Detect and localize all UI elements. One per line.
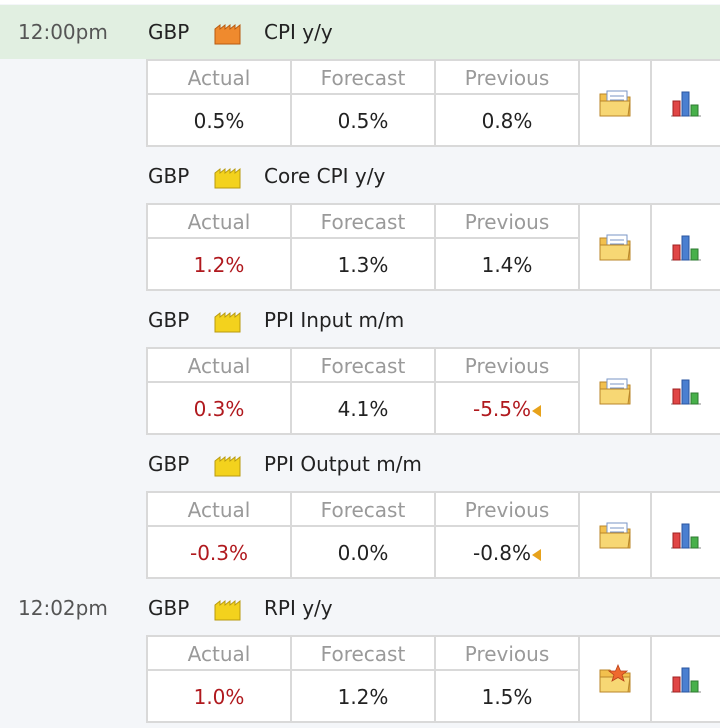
forecast-value: 0.5%	[292, 95, 436, 147]
chart-button[interactable]	[652, 637, 720, 721]
impact-icon	[214, 599, 242, 621]
actual-value: 0.3%	[148, 383, 292, 435]
actual-value: 1.0%	[148, 671, 292, 723]
forecast-header: Forecast	[292, 349, 436, 383]
detail-button[interactable]	[580, 493, 652, 577]
forecast-value: 0.0%	[292, 527, 436, 579]
forecast-header: Forecast	[292, 205, 436, 239]
event-header: 12:02pm GBP RPI y/y	[0, 581, 720, 635]
previous-header: Previous	[436, 349, 580, 383]
forecast-value: 1.3%	[292, 239, 436, 291]
previous-value: -0.8%	[472, 541, 532, 565]
previous-value: 0.8%	[481, 109, 533, 133]
actual-header: Actual	[148, 493, 292, 527]
event-currency: GBP	[148, 308, 190, 332]
forecast-value: 1.2%	[292, 671, 436, 723]
forecast-value: 4.1%	[292, 383, 436, 435]
chart-button[interactable]	[652, 61, 720, 145]
previous-value: 1.5%	[481, 685, 533, 709]
actual-header: Actual	[148, 349, 292, 383]
event-values-table: Actual Forecast Previous -0.3% 0.0% -0.8…	[146, 491, 720, 579]
previous-header: Previous	[436, 61, 580, 95]
impact-icon	[214, 167, 242, 189]
previous-value-cell: -5.5%	[436, 383, 580, 435]
impact-icon	[214, 311, 242, 333]
event-currency: GBP	[148, 164, 190, 188]
forecast-header: Forecast	[292, 61, 436, 95]
previous-value-cell: 1.5%	[436, 671, 580, 723]
actual-value: 1.2%	[148, 239, 292, 291]
detail-button[interactable]	[580, 637, 652, 721]
event-title[interactable]: Core CPI y/y	[264, 164, 386, 188]
event-title[interactable]: PPI Input m/m	[264, 308, 405, 332]
revised-icon[interactable]	[532, 404, 542, 417]
actual-value: -0.3%	[148, 527, 292, 579]
actual-header: Actual	[148, 61, 292, 95]
previous-header: Previous	[436, 637, 580, 671]
detail-button[interactable]	[580, 61, 652, 145]
event-values-table: Actual Forecast Previous 1.0% 1.2% 1.5%	[146, 635, 720, 723]
actual-header: Actual	[148, 205, 292, 239]
event-header: GBP Core CPI y/y	[0, 149, 720, 203]
forecast-header: Forecast	[292, 637, 436, 671]
revised-icon[interactable]	[532, 548, 542, 561]
previous-header: Previous	[436, 205, 580, 239]
detail-button[interactable]	[580, 205, 652, 289]
event-time: 12:02pm	[18, 596, 108, 620]
event-values-table: Actual Forecast Previous 0.3% 4.1% -5.5%	[146, 347, 720, 435]
previous-header: Previous	[436, 493, 580, 527]
previous-value-cell: -0.8%	[436, 527, 580, 579]
event-currency: GBP	[148, 596, 190, 620]
event-header: 12:00pm GBP CPI y/y	[0, 5, 720, 59]
event-header: GBP PPI Input m/m	[0, 293, 720, 347]
previous-value: 1.4%	[481, 253, 533, 277]
event-values-table: Actual Forecast Previous 0.5% 0.5% 0.8%	[146, 59, 720, 147]
event-title[interactable]: RPI y/y	[264, 596, 333, 620]
chart-button[interactable]	[652, 493, 720, 577]
forecast-header: Forecast	[292, 493, 436, 527]
impact-icon	[214, 455, 242, 477]
event-time: 12:00pm	[18, 20, 108, 44]
previous-value-cell: 0.8%	[436, 95, 580, 147]
actual-value: 0.5%	[148, 95, 292, 147]
actual-header: Actual	[148, 637, 292, 671]
detail-button[interactable]	[580, 349, 652, 433]
impact-icon	[214, 23, 242, 45]
previous-value: -5.5%	[472, 397, 532, 421]
top-border	[0, 0, 720, 4]
chart-button[interactable]	[652, 205, 720, 289]
chart-button[interactable]	[652, 349, 720, 433]
event-header: GBP PPI Output m/m	[0, 437, 720, 491]
event-title[interactable]: PPI Output m/m	[264, 452, 422, 476]
event-values-table: Actual Forecast Previous 1.2% 1.3% 1.4%	[146, 203, 720, 291]
event-currency: GBP	[148, 20, 190, 44]
event-currency: GBP	[148, 452, 190, 476]
previous-value-cell: 1.4%	[436, 239, 580, 291]
event-title[interactable]: CPI y/y	[264, 20, 333, 44]
